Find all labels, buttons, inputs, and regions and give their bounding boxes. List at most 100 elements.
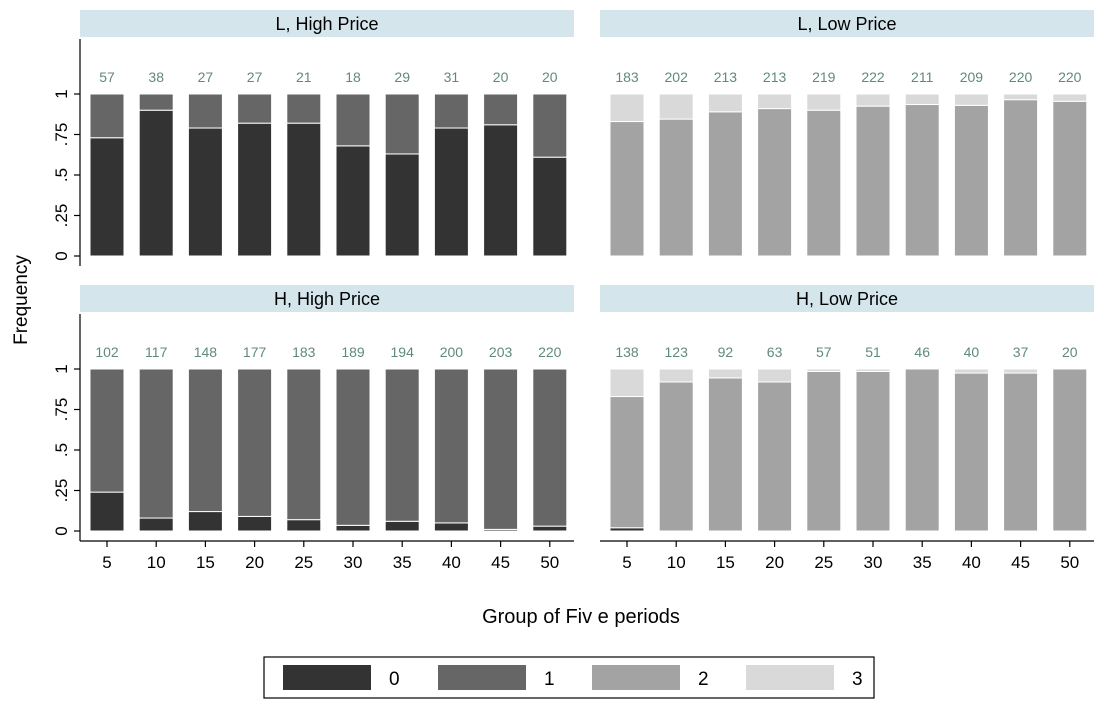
bar-count-label: 213 xyxy=(714,69,738,85)
bar-count-label: 138 xyxy=(615,344,639,360)
panel: H, High Price 0 .25 .5 .75 1 102 117 148 177 183 18… xyxy=(52,285,574,572)
bar-segment xyxy=(609,121,645,257)
panel-strip xyxy=(80,10,574,37)
legend-label: 2 xyxy=(698,669,709,690)
bar-count-label: 209 xyxy=(960,69,984,85)
bar-count-label: 38 xyxy=(148,69,164,85)
x-tick-label: 35 xyxy=(913,553,932,572)
bar-segment xyxy=(609,396,645,529)
bar-segment xyxy=(707,93,743,113)
bar-segment xyxy=(658,368,694,383)
bar-segment xyxy=(433,127,469,257)
bar-segment xyxy=(384,520,420,532)
bar-segment xyxy=(532,525,568,532)
bar-count-label: 220 xyxy=(538,344,562,360)
bar-segment xyxy=(187,511,223,532)
x-tick-label: 45 xyxy=(1011,553,1030,572)
y-tick-label: .5 xyxy=(52,168,71,182)
panel-title: H, High Price xyxy=(274,289,380,309)
bar-segment xyxy=(904,93,940,106)
bar-segment xyxy=(237,122,273,257)
panel-title: L, Low Price xyxy=(797,14,896,34)
bar-segment xyxy=(707,368,743,379)
x-tick-label: 45 xyxy=(491,553,510,572)
x-tick-label: 10 xyxy=(667,553,686,572)
legend-swatch xyxy=(438,665,526,690)
bar-count-label: 57 xyxy=(99,69,115,85)
bar-count-label: 148 xyxy=(194,344,218,360)
bar-count-label: 31 xyxy=(444,69,460,85)
bar-segment xyxy=(855,93,891,107)
bar-count-label: 29 xyxy=(394,69,410,85)
panel-strip xyxy=(600,10,1094,37)
bar-count-label: 177 xyxy=(243,344,267,360)
bar-count-label: 200 xyxy=(440,344,464,360)
bar-segment xyxy=(658,118,694,257)
legend-swatch xyxy=(746,665,834,690)
panel-title: L, High Price xyxy=(275,14,378,34)
bar-segment xyxy=(187,368,223,513)
y-tick-label: .75 xyxy=(52,398,71,422)
y-tick-label: .25 xyxy=(52,204,71,228)
bar-segment xyxy=(335,368,371,526)
bar-segment xyxy=(1003,368,1039,374)
y-tick-label: 0 xyxy=(52,526,71,535)
x-tick-label: 30 xyxy=(864,553,883,572)
bar-segment xyxy=(433,93,469,129)
x-axis-title: Group of Fiv e periods xyxy=(482,606,680,628)
bar-segment xyxy=(483,124,519,257)
legend-label: 3 xyxy=(852,669,863,690)
bar-segment xyxy=(1003,372,1039,532)
bar-count-label: 20 xyxy=(542,69,558,85)
bar-segment xyxy=(806,368,842,372)
bar-segment xyxy=(138,517,174,532)
bar-count-label: 46 xyxy=(914,344,930,360)
legend-label: 0 xyxy=(389,669,400,690)
bar-segment xyxy=(286,122,322,257)
y-tick-label: .25 xyxy=(52,479,71,503)
bar-count-label: 219 xyxy=(812,69,836,85)
bar-segment xyxy=(532,156,568,257)
bar-segment xyxy=(855,370,891,532)
x-tick-label: 15 xyxy=(196,553,215,572)
bar-segment xyxy=(707,111,743,257)
bar-segment xyxy=(609,368,645,398)
panel: L, High Price 0 .25 .5 .75 1 57 38 27 27 21 18 29 31 2… xyxy=(52,10,574,266)
bar-segment xyxy=(953,104,989,257)
bar-count-label: 40 xyxy=(964,344,980,360)
panel: L, Low Price 183 202 213 213 219 222 211 209 220 2… xyxy=(600,10,1094,257)
bar-segment xyxy=(89,368,125,493)
bar-segment xyxy=(757,368,793,383)
y-tick-label: .5 xyxy=(52,443,71,457)
x-tick-label: 5 xyxy=(622,553,631,572)
bar-segment xyxy=(1052,93,1088,102)
bar-segment xyxy=(483,368,519,530)
bar-segment xyxy=(532,93,568,158)
bar-count-label: 222 xyxy=(861,69,885,85)
bar-segment xyxy=(806,109,842,257)
bar-segment xyxy=(335,93,371,147)
x-tick-label: 25 xyxy=(294,553,313,572)
bar-count-label: 27 xyxy=(247,69,263,85)
bar-segment xyxy=(806,93,842,111)
bar-segment xyxy=(806,370,842,532)
x-tick-label: 25 xyxy=(814,553,833,572)
legend-swatch xyxy=(283,665,371,690)
bar-segment xyxy=(757,381,793,532)
x-tick-label: 20 xyxy=(765,553,784,572)
bar-segment xyxy=(707,377,743,532)
bar-segment xyxy=(757,93,793,110)
bar-segment xyxy=(433,368,469,524)
panel-title: H, Low Price xyxy=(796,289,898,309)
bar-count-label: 37 xyxy=(1013,344,1029,360)
bar-count-label: 57 xyxy=(816,344,832,360)
y-tick-label: 0 xyxy=(52,251,71,260)
panel-strip xyxy=(80,285,574,312)
bar-segment xyxy=(89,491,125,532)
bar-count-label: 20 xyxy=(1062,344,1078,360)
x-tick-label: 35 xyxy=(393,553,412,572)
bar-segment xyxy=(757,108,793,257)
bar-count-label: 51 xyxy=(865,344,881,360)
